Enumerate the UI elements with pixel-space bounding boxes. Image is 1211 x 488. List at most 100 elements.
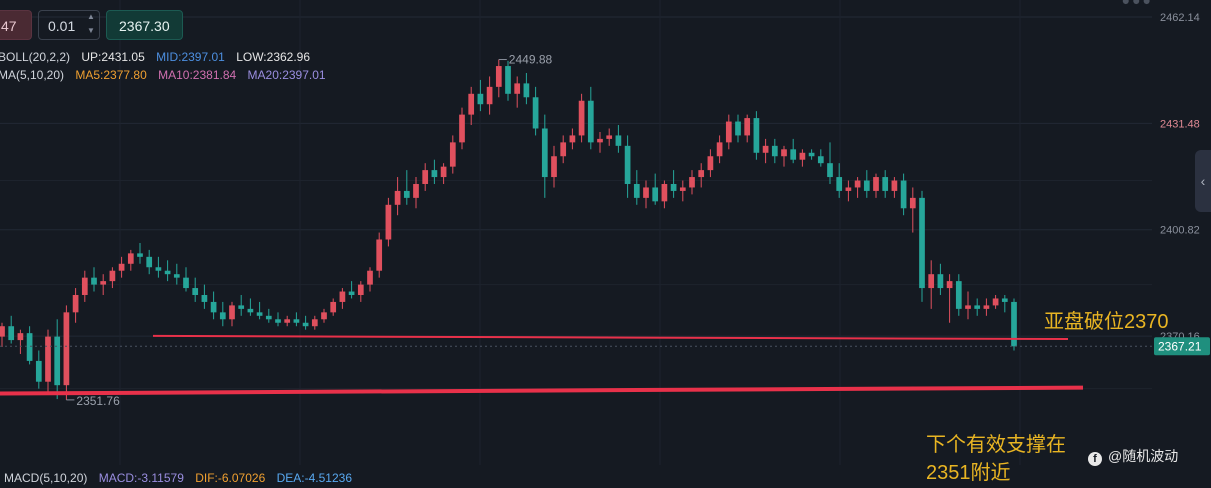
candle-body bbox=[817, 156, 824, 164]
y-tick-label: 2400.82 bbox=[1160, 225, 1200, 237]
candle-body bbox=[35, 360, 42, 382]
candle-body bbox=[440, 166, 447, 178]
candle-body bbox=[376, 239, 383, 271]
candle-body bbox=[1011, 301, 1017, 347]
candle-body bbox=[146, 256, 153, 268]
candle-body bbox=[118, 263, 125, 271]
candles-layer bbox=[0, 59, 1017, 400]
candle-body bbox=[762, 145, 769, 153]
candle-body bbox=[302, 322, 309, 327]
asia-break-annotation: 亚盘破位2370 bbox=[1044, 311, 1169, 333]
candle-body bbox=[753, 118, 760, 153]
stepper-up-icon[interactable]: ▲ bbox=[87, 12, 95, 21]
boll-indicator[interactable]: BOLL(20,2,2) UP:2431.05 MID:2397.01 LOW:… bbox=[0, 50, 318, 64]
current-price-label: 2367.21 bbox=[1158, 339, 1202, 353]
candle-body bbox=[81, 277, 88, 295]
candle-body bbox=[698, 170, 705, 178]
current-price-tag bbox=[1154, 337, 1210, 356]
candle-body bbox=[201, 294, 208, 302]
candle-body bbox=[624, 145, 631, 184]
candle-body bbox=[459, 114, 465, 143]
candle-body bbox=[845, 187, 852, 191]
support-line-2370 bbox=[152, 334, 1069, 341]
candle-body bbox=[854, 180, 861, 188]
candle-body bbox=[431, 170, 438, 178]
candle-body bbox=[532, 97, 539, 129]
candle-body bbox=[183, 277, 189, 289]
brand-watermark: f @随机波动 bbox=[1088, 446, 1178, 466]
candle-body bbox=[873, 177, 879, 191]
candle-body bbox=[54, 336, 61, 386]
support-annotation-line2: 2351附近 bbox=[926, 462, 1011, 484]
facebook-icon: f bbox=[1088, 452, 1102, 466]
macd-indicator[interactable]: MACD(5,10,20) MACD:-3.11579 DIF:-6.07026… bbox=[4, 471, 360, 485]
candle-body bbox=[403, 190, 410, 198]
candle-body bbox=[219, 312, 226, 320]
candle-body bbox=[1001, 298, 1008, 302]
candle-body bbox=[578, 100, 585, 136]
candle-body bbox=[679, 187, 686, 191]
candle-body bbox=[265, 315, 272, 320]
candle-body bbox=[615, 135, 622, 146]
candle-body bbox=[26, 333, 33, 361]
candle-body bbox=[330, 301, 337, 313]
ma-name: MA(5,10,20) bbox=[0, 68, 65, 82]
candle-body bbox=[8, 326, 15, 341]
candle-body bbox=[505, 66, 511, 94]
candle-body bbox=[900, 180, 907, 209]
candle-body bbox=[192, 288, 199, 295]
support-annotation-line1: 下个有效支撑在 bbox=[926, 434, 1066, 456]
candle-body bbox=[863, 180, 870, 191]
ma-indicator[interactable]: MA(5,10,20) MA5:2377.80 MA10:2381.84 MA2… bbox=[0, 68, 334, 82]
candle-body bbox=[689, 177, 695, 188]
candle-body bbox=[569, 135, 576, 143]
candle-body bbox=[293, 319, 300, 323]
candle-body bbox=[311, 319, 318, 327]
price-button[interactable]: 2367.30 bbox=[106, 10, 183, 40]
lot-step-input[interactable]: 0.01 bbox=[38, 10, 100, 40]
candle-body bbox=[63, 312, 70, 386]
candle-body bbox=[348, 291, 355, 295]
candle-body bbox=[17, 333, 24, 341]
price-labels-layer: 2367.21 2449.88 2351.76 bbox=[66, 53, 1210, 408]
candle-body bbox=[909, 197, 916, 209]
candle-body bbox=[127, 253, 134, 264]
lot-size-box[interactable]: 47 bbox=[0, 10, 32, 40]
candle-body bbox=[946, 281, 953, 289]
candle-body bbox=[587, 100, 594, 143]
candle-body bbox=[891, 180, 898, 191]
candle-body bbox=[495, 66, 502, 87]
candle-body bbox=[486, 86, 493, 105]
candle-body bbox=[882, 177, 889, 191]
candle-body bbox=[974, 305, 981, 309]
candle-body bbox=[339, 291, 346, 302]
candle-body bbox=[836, 177, 843, 191]
candle-body bbox=[670, 183, 677, 191]
candle-body bbox=[661, 183, 668, 202]
candle-body bbox=[955, 281, 962, 309]
more-options-icon[interactable]: ●●● bbox=[1121, 0, 1153, 8]
candle-body bbox=[173, 274, 180, 278]
high-price-label: 2449.88 bbox=[509, 53, 553, 67]
candle-body bbox=[725, 121, 732, 143]
candle-body bbox=[790, 149, 797, 160]
ma5-value: MA5:2377.80 bbox=[75, 68, 147, 82]
candle-body bbox=[256, 312, 263, 316]
stepper-down-icon[interactable]: ▼ bbox=[87, 26, 95, 35]
support-lines-layer bbox=[0, 334, 1152, 396]
candle-body bbox=[983, 305, 990, 309]
candle-body bbox=[247, 308, 254, 313]
candle-body bbox=[597, 138, 603, 143]
candle-body bbox=[155, 267, 162, 271]
collapse-panel-chevron-icon[interactable]: ‹ bbox=[1195, 150, 1211, 212]
candle-body bbox=[633, 183, 640, 198]
candle-body bbox=[413, 183, 419, 198]
candle-body bbox=[799, 152, 806, 160]
candle-body bbox=[744, 118, 751, 136]
y-tick-label: 2462.14 bbox=[1160, 12, 1200, 24]
candle-body bbox=[477, 93, 484, 105]
boll-mid: MID:2397.01 bbox=[156, 50, 225, 64]
candle-body bbox=[367, 270, 373, 285]
candle-body bbox=[210, 301, 217, 313]
